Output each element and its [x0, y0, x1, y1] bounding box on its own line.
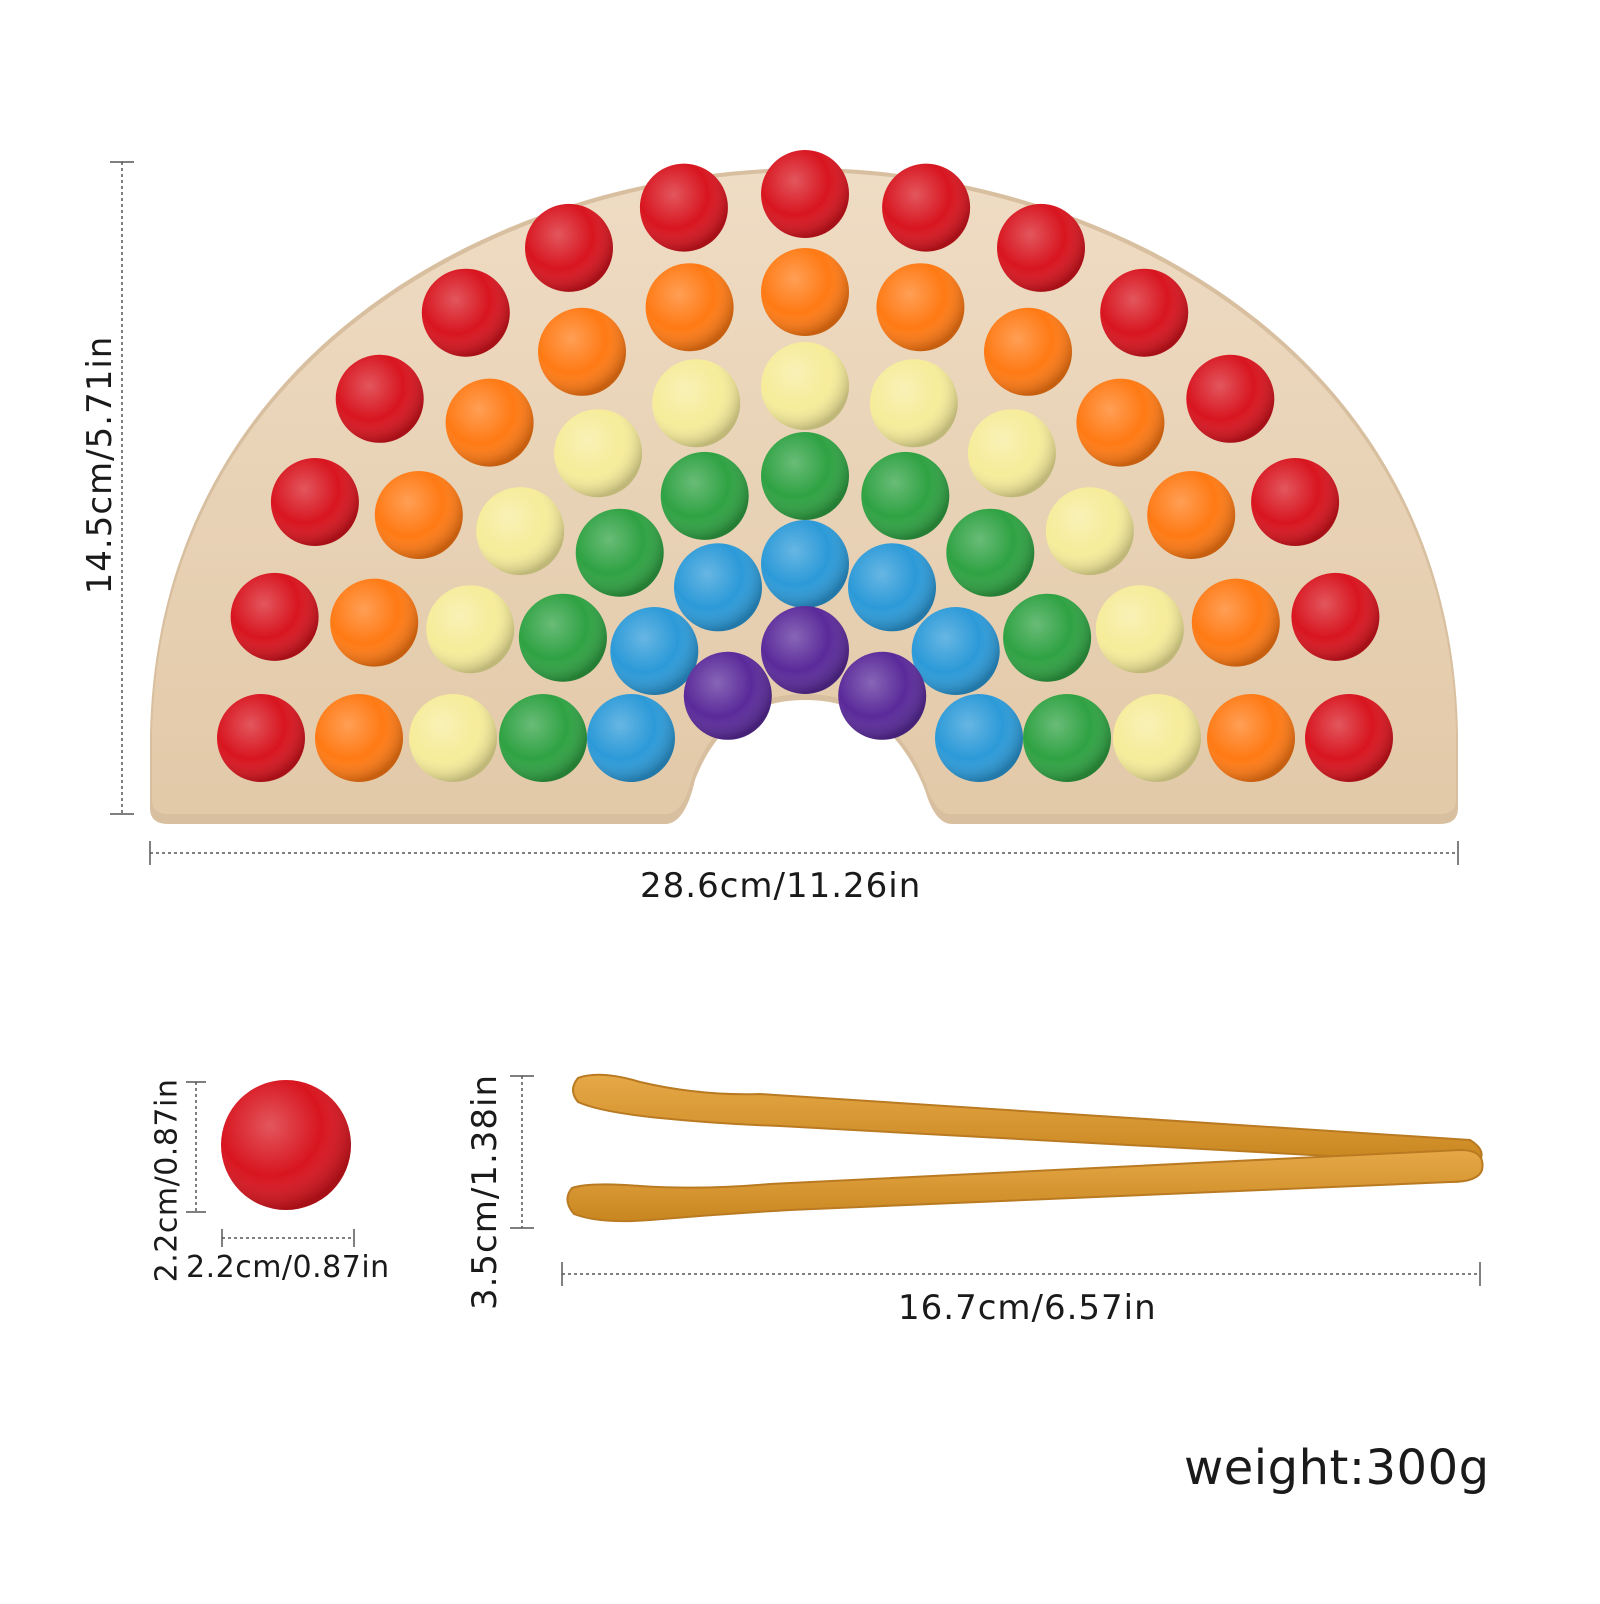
pompom-shading: [1305, 694, 1393, 782]
pompom-shading: [445, 378, 534, 467]
pompom-shading: [645, 263, 734, 352]
pompom-shading: [861, 451, 950, 540]
pompom-shading: [217, 694, 305, 782]
ball-height-label: 2.2cm/0.87in: [149, 1078, 185, 1283]
pompom-shading: [610, 607, 699, 695]
pompom-shading: [1147, 471, 1236, 559]
pompom-shading: [230, 572, 319, 661]
pompom-shading: [1251, 458, 1340, 546]
pompom-shading: [882, 163, 971, 252]
pompom-shading: [575, 508, 664, 597]
pompom-shading: [525, 203, 613, 292]
pompom-shading: [1023, 694, 1111, 782]
pompom-shading: [761, 432, 849, 520]
pompom-shading: [935, 694, 1023, 782]
pompom-shading: [1207, 694, 1295, 782]
pompom-shading: [1100, 268, 1189, 357]
pompom-shading: [876, 263, 965, 352]
pompom-shading: [674, 543, 762, 632]
pompom-shading: [315, 694, 403, 782]
pompom-shading: [911, 607, 1000, 695]
tweezers-length-label: 16.7cm/6.57in: [898, 1288, 1157, 1328]
pompom-shading: [639, 163, 728, 252]
pompom-shading: [761, 606, 849, 694]
pompom-shading: [946, 508, 1035, 597]
pompom-shading: [374, 471, 463, 559]
tweezers-height-label: 3.5cm/1.38in: [465, 1073, 505, 1311]
pompom-shading: [426, 585, 515, 674]
pompom-shading: [409, 694, 497, 782]
pompom-shading: [1003, 593, 1092, 682]
pompom-shading: [967, 409, 1056, 498]
pompom-shading: [270, 458, 359, 546]
single-pompom: [221, 1080, 351, 1210]
pompom-shading: [554, 409, 643, 498]
pompom-balls: [217, 150, 1393, 782]
pompom-shading: [1113, 694, 1201, 782]
pompom-shading: [761, 248, 849, 336]
pompom-shading: [761, 520, 849, 608]
ball-width-label: 2.2cm/0.87in: [186, 1250, 390, 1285]
tweezers-lower-arm: [566, 1148, 1484, 1223]
pompom-shading: [869, 359, 958, 448]
tweezers-upper-arm: [572, 1073, 1483, 1164]
pompom-shading: [421, 268, 510, 357]
pompom-shading: [538, 307, 626, 396]
pompom-shading: [499, 694, 587, 782]
board-width-label: 28.6cm/11.26in: [640, 866, 922, 906]
pompom-shading: [683, 651, 772, 740]
dimension-lines: [110, 161, 1481, 1286]
pompom-shading: [761, 342, 849, 430]
pompom-shading: [1191, 578, 1280, 667]
pompom-shading: [1095, 585, 1184, 674]
pompom-shading: [587, 694, 675, 782]
pompom-shading: [838, 651, 927, 740]
pompom-shading: [984, 307, 1072, 396]
pompom-shading: [1186, 354, 1275, 443]
pompom-shading: [335, 354, 424, 443]
bamboo-tweezers: [566, 1073, 1484, 1223]
pompom-shading: [518, 593, 607, 682]
board-height-label: 14.5cm/5.71in: [80, 335, 120, 595]
pompom-shading: [330, 578, 419, 667]
weight-label: weight:300g: [1184, 1440, 1490, 1496]
pompom-shading: [997, 203, 1085, 292]
pompom-shading: [1076, 378, 1165, 467]
pompom-shading: [761, 150, 849, 238]
pompom-shading: [660, 451, 749, 540]
pompom-shading: [476, 487, 565, 576]
pompom-shading: [1045, 487, 1134, 576]
pompom-shading: [1291, 572, 1380, 661]
pompom-shading: [848, 543, 936, 632]
pompom-shading: [652, 359, 741, 448]
